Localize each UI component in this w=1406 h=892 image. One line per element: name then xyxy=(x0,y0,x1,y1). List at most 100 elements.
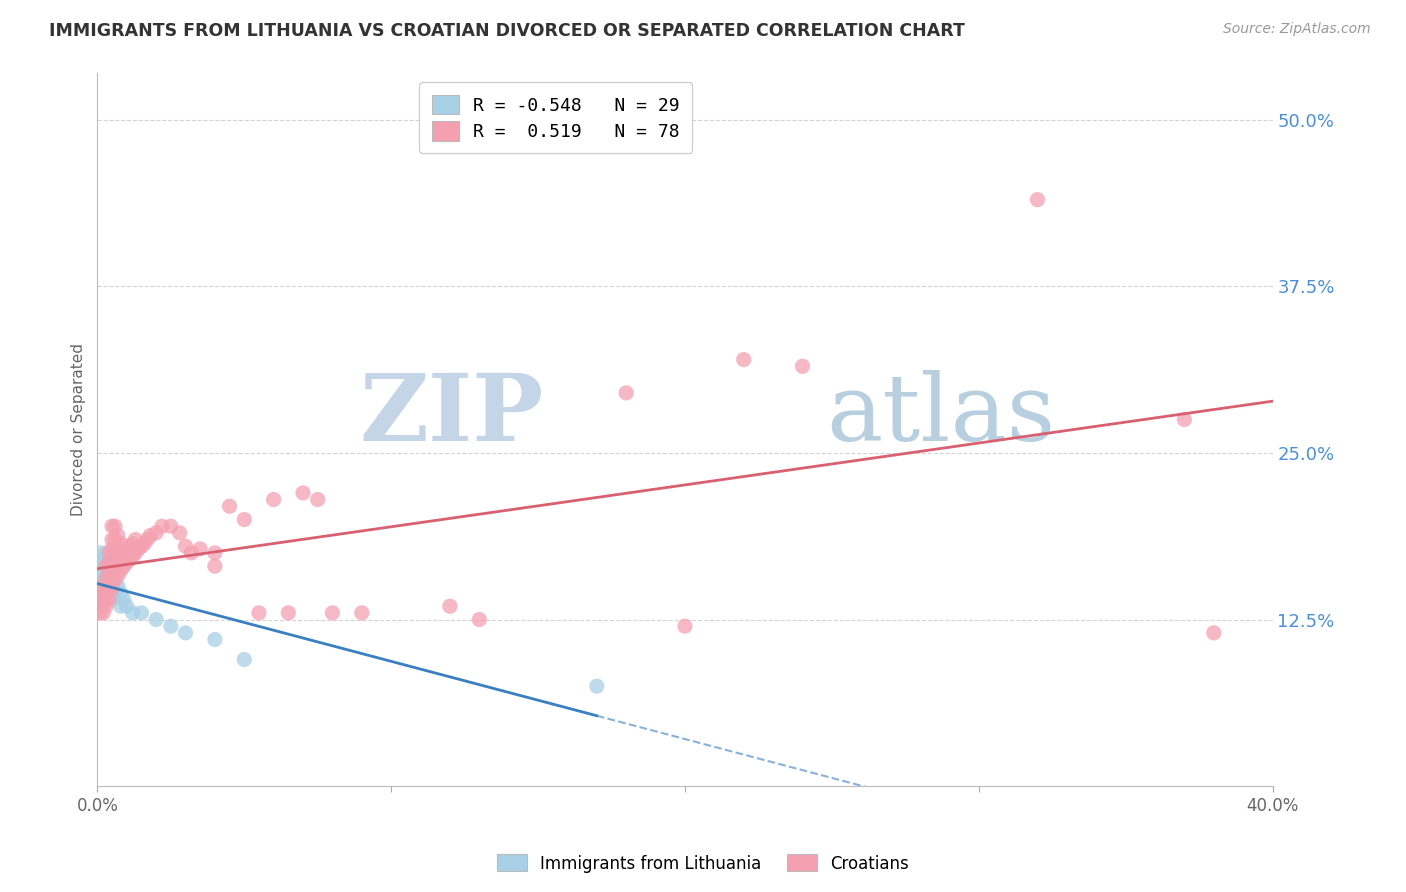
Point xyxy=(439,599,461,614)
Point xyxy=(107,555,129,569)
Point xyxy=(218,500,240,514)
Point xyxy=(98,586,121,600)
Point xyxy=(91,586,114,600)
Point xyxy=(89,546,111,560)
Point xyxy=(1202,625,1225,640)
Point xyxy=(292,486,315,500)
Point xyxy=(98,546,121,560)
Point xyxy=(468,613,491,627)
Point xyxy=(121,549,143,564)
Point xyxy=(733,352,755,367)
Point xyxy=(1026,193,1049,207)
Point xyxy=(233,512,256,526)
Point xyxy=(118,552,141,566)
Point xyxy=(91,573,114,587)
Point xyxy=(159,619,181,633)
Point xyxy=(136,533,159,547)
Point xyxy=(98,555,121,569)
Point xyxy=(98,592,121,607)
Point xyxy=(101,541,124,556)
Point xyxy=(107,568,129,582)
Point xyxy=(89,566,111,580)
Point xyxy=(101,568,124,582)
Point xyxy=(89,586,111,600)
Point xyxy=(91,606,114,620)
Point xyxy=(104,573,127,587)
Point xyxy=(96,599,118,614)
Point xyxy=(101,533,124,547)
Legend: R = -0.548   N = 29, R =  0.519   N = 78: R = -0.548 N = 29, R = 0.519 N = 78 xyxy=(419,82,692,153)
Point xyxy=(104,519,127,533)
Point xyxy=(112,592,135,607)
Point xyxy=(614,385,637,400)
Point xyxy=(101,582,124,596)
Point xyxy=(115,599,138,614)
Point xyxy=(101,566,124,580)
Point xyxy=(174,625,197,640)
Point xyxy=(159,519,181,533)
Point xyxy=(96,546,118,560)
Text: atlas: atlas xyxy=(825,370,1056,460)
Point xyxy=(350,606,373,620)
Point xyxy=(112,559,135,574)
Point xyxy=(101,519,124,533)
Point xyxy=(104,586,127,600)
Point xyxy=(115,555,138,569)
Point xyxy=(263,492,285,507)
Point xyxy=(104,559,127,574)
Point xyxy=(204,632,226,647)
Y-axis label: Divorced or Separated: Divorced or Separated xyxy=(72,343,86,516)
Point xyxy=(233,652,256,666)
Point xyxy=(96,573,118,587)
Point xyxy=(121,536,143,550)
Point xyxy=(585,679,607,693)
Point xyxy=(98,582,121,596)
Point xyxy=(98,568,121,582)
Point xyxy=(96,573,118,587)
Point xyxy=(150,519,173,533)
Point xyxy=(118,539,141,553)
Point xyxy=(124,546,146,560)
Point xyxy=(101,592,124,607)
Point xyxy=(104,573,127,587)
Point xyxy=(104,533,127,547)
Point xyxy=(91,579,114,593)
Point xyxy=(131,606,153,620)
Point xyxy=(139,528,162,542)
Point xyxy=(110,586,132,600)
Point xyxy=(107,579,129,593)
Point xyxy=(96,582,118,596)
Point xyxy=(174,539,197,553)
Point xyxy=(91,595,114,609)
Point xyxy=(98,573,121,587)
Point xyxy=(127,541,149,556)
Point xyxy=(96,566,118,580)
Point xyxy=(110,536,132,550)
Text: Source: ZipAtlas.com: Source: ZipAtlas.com xyxy=(1223,22,1371,37)
Point xyxy=(104,546,127,560)
Point xyxy=(204,546,226,560)
Point xyxy=(124,533,146,547)
Point xyxy=(277,606,299,620)
Point xyxy=(107,528,129,542)
Point xyxy=(188,541,211,556)
Point xyxy=(115,541,138,556)
Point xyxy=(91,552,114,566)
Point xyxy=(107,541,129,556)
Point xyxy=(134,536,156,550)
Point xyxy=(204,559,226,574)
Point xyxy=(101,555,124,569)
Point xyxy=(121,606,143,620)
Point xyxy=(145,613,167,627)
Point xyxy=(96,592,118,607)
Point xyxy=(110,599,132,614)
Point xyxy=(89,599,111,614)
Point xyxy=(110,549,132,564)
Point xyxy=(89,592,111,607)
Point xyxy=(307,492,329,507)
Point xyxy=(145,525,167,540)
Point xyxy=(1173,412,1195,426)
Point xyxy=(110,563,132,577)
Point xyxy=(180,546,202,560)
Point xyxy=(112,546,135,560)
